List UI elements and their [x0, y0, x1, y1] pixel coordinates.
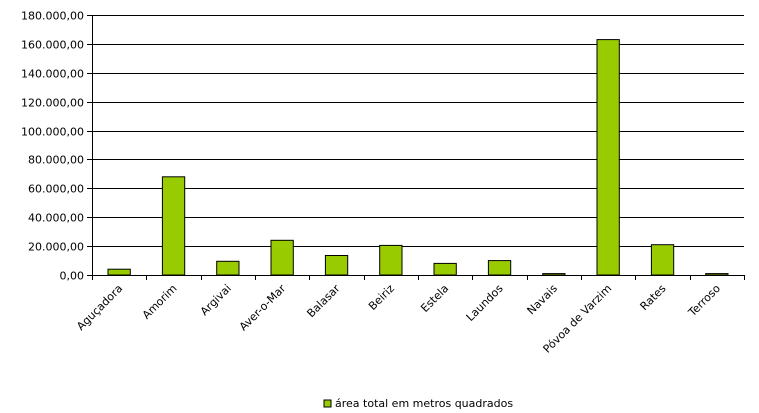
- bar: [324, 255, 349, 276]
- y-tick-label: 180.000,00: [21, 10, 84, 23]
- x-tick-label: Navais: [525, 282, 561, 318]
- bar: [487, 260, 512, 276]
- axes: [92, 15, 745, 280]
- bar: [542, 273, 566, 276]
- x-tick-label: Aguçadora: [74, 282, 125, 333]
- y-tick-label: 80.000,00: [28, 154, 84, 167]
- x-tick-label: Estela: [418, 282, 451, 315]
- x-tick-label: Balasar: [304, 282, 343, 321]
- bar: [107, 268, 131, 276]
- x-tick-label: Terroso: [685, 282, 723, 320]
- bar: [161, 176, 186, 276]
- legend-label: área total em metros quadrados: [335, 397, 513, 410]
- y-tick-label: 20.000,00: [28, 241, 84, 254]
- x-tick-label: Argivai: [198, 282, 234, 318]
- bar: [433, 262, 457, 276]
- y-tick-label: 160.000,00: [21, 39, 84, 52]
- bars: [107, 39, 729, 276]
- y-tick-label: 60.000,00: [28, 183, 84, 196]
- x-tick-labels: Aguçadora Amorim Argivai Aver-o-Mar Balasar B…: [74, 282, 723, 356]
- bar: [596, 39, 620, 276]
- x-tick-label: Aver-o-Mar: [237, 282, 289, 334]
- y-tick-label: 100.000,00: [21, 126, 84, 139]
- bar: [270, 239, 294, 276]
- x-tick-label: Rates: [638, 282, 669, 313]
- x-tick-label: Laundos: [464, 282, 506, 324]
- y-tick-label: 120.000,00: [21, 97, 84, 110]
- x-tick-label: Amorim: [140, 282, 180, 322]
- y-tick-label: 40.000,00: [28, 212, 84, 225]
- legend: área total em metros quadrados: [323, 397, 513, 410]
- bar: [650, 244, 675, 276]
- bar: [705, 273, 729, 276]
- bar: [216, 260, 240, 276]
- gridlines: [87, 15, 744, 276]
- y-tick-label: 0,00: [60, 270, 85, 283]
- legend-swatch: [323, 399, 332, 408]
- x-tick-label: Beiriz: [366, 282, 397, 313]
- y-tick-label: 140.000,00: [21, 68, 84, 81]
- bar: [379, 244, 403, 276]
- y-tick-labels: 0,00 20.000,00 40.000,00 60.000,00 80.000,00…: [21, 10, 84, 283]
